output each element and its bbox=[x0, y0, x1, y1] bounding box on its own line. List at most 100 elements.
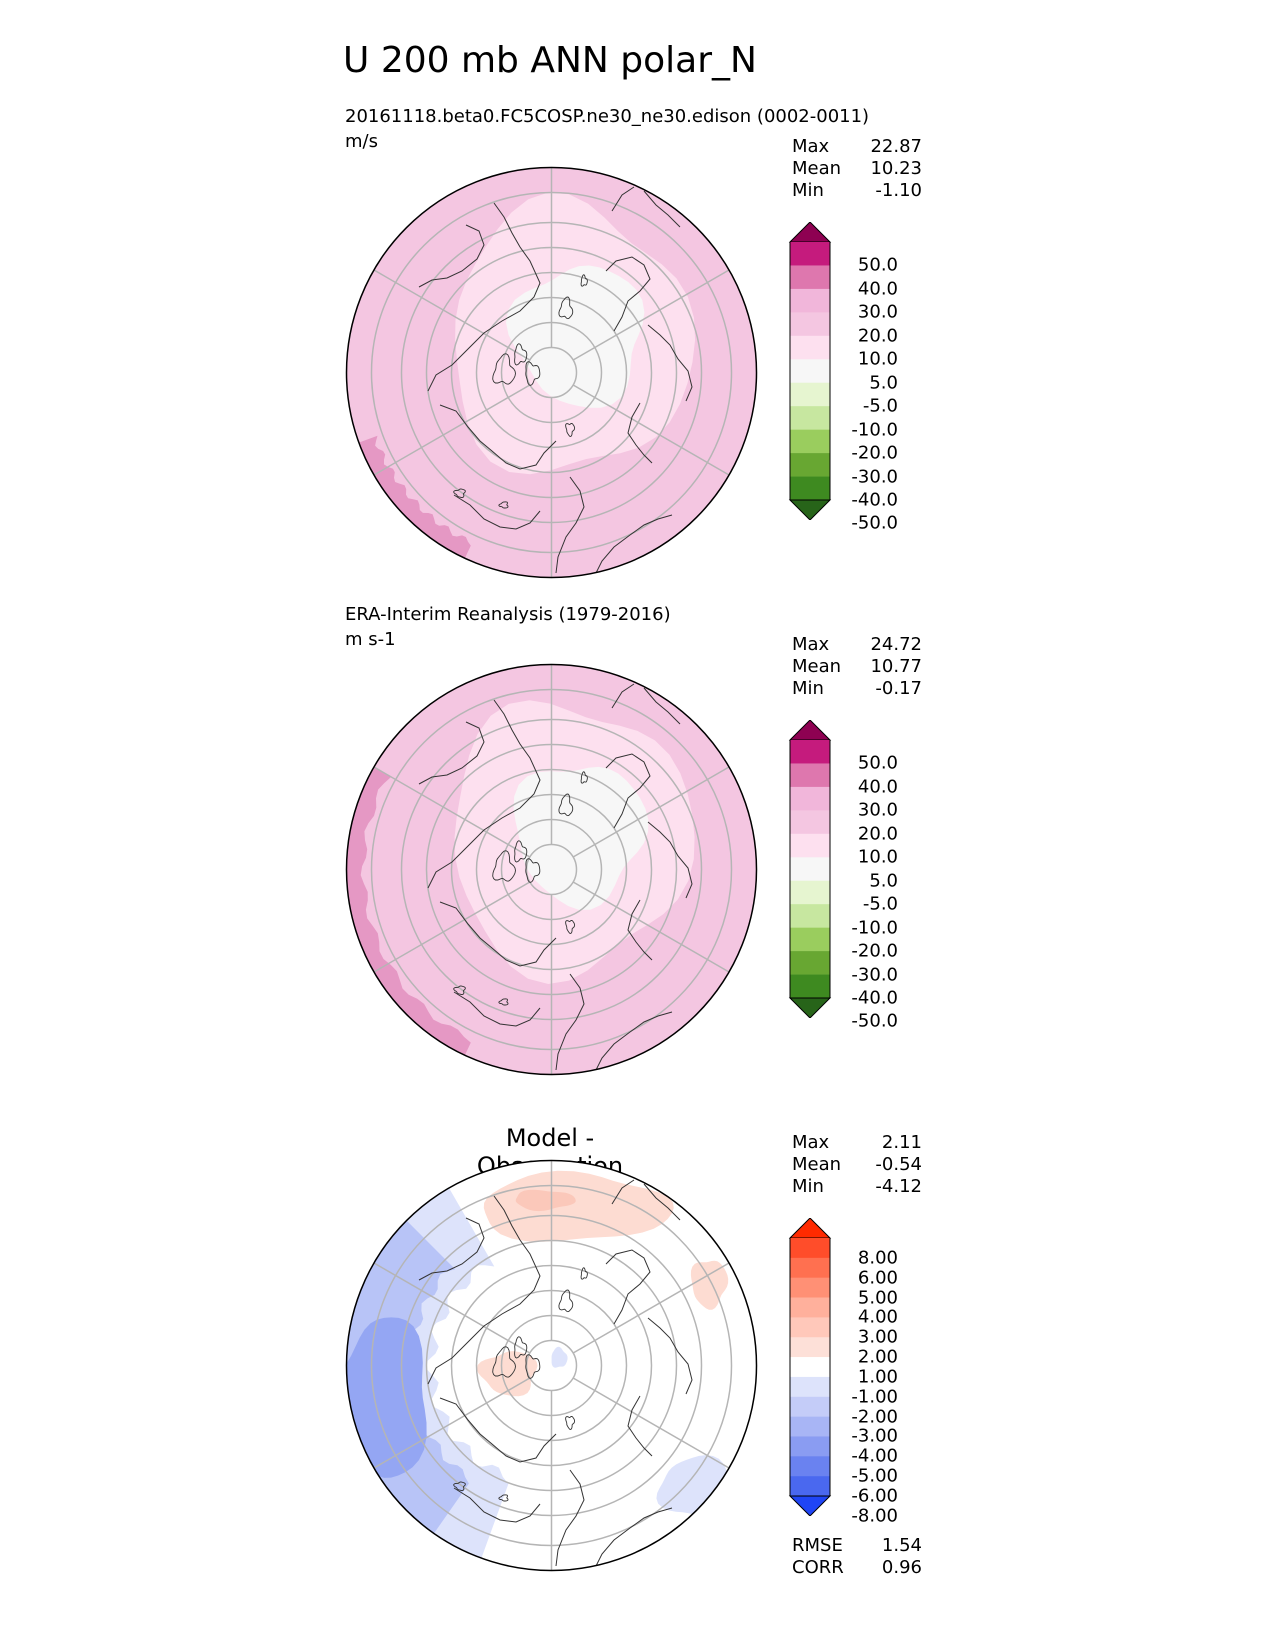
coastline bbox=[453, 1487, 541, 1523]
coastline bbox=[453, 991, 541, 1027]
colorbar-tick-label: -20.0 bbox=[851, 940, 898, 962]
meridian-line bbox=[572, 881, 730, 973]
min-label: Min bbox=[792, 1176, 824, 1197]
corr-label: CORR bbox=[792, 1557, 844, 1578]
island-outline bbox=[498, 501, 509, 509]
island-outline bbox=[514, 840, 528, 863]
figure-title: U 200 mb ANN polar_N bbox=[343, 40, 757, 81]
max-label: Max bbox=[792, 136, 830, 157]
negative-anomaly-region bbox=[551, 1346, 568, 1368]
colorbar-tick-label: -5.00 bbox=[851, 1465, 898, 1487]
positive-anomaly-core bbox=[515, 1189, 576, 1212]
coastline bbox=[605, 1249, 651, 1325]
coastline bbox=[453, 494, 541, 530]
colorbar-segment bbox=[790, 1476, 830, 1497]
panel-2-stats: Max 24.72 Mean 10.77 Min -0.17 bbox=[792, 634, 922, 700]
mean-label: Mean bbox=[792, 158, 842, 179]
colorbar-diff-labels: 8.00 6.00 5.00 4.00 3.00 2.00 1.00 -1.00 -2.00 -3… bbox=[838, 1218, 898, 1526]
colorbar-segment bbox=[790, 242, 830, 266]
island-outline bbox=[565, 1416, 576, 1430]
colorbar-tick-label: -50.0 bbox=[851, 1010, 898, 1032]
coastline bbox=[643, 687, 681, 725]
min-label: Min bbox=[792, 678, 824, 699]
colorbar-segment bbox=[790, 335, 830, 360]
colorbar-tick-label: -40.0 bbox=[851, 987, 898, 1009]
min-value: -1.10 bbox=[875, 180, 922, 201]
colorbar-segment bbox=[790, 1416, 830, 1437]
colorbar-extend-min bbox=[788, 499, 832, 520]
wind-band-low bbox=[513, 766, 649, 910]
colorbar-segment bbox=[790, 453, 830, 477]
island-outline bbox=[565, 423, 576, 437]
latitude-circle bbox=[525, 346, 578, 399]
colorbar-tick-label: 40.0 bbox=[857, 278, 898, 300]
colorbar-extend-max bbox=[788, 720, 832, 741]
wind-band-20-30 bbox=[346, 763, 471, 1065]
colorbar-segment bbox=[790, 359, 830, 384]
meridian-line bbox=[373, 1377, 531, 1469]
colorbar-segment bbox=[790, 1396, 830, 1417]
polar-map-test bbox=[345, 166, 758, 579]
colorbar-segment bbox=[790, 974, 830, 999]
colorbar-segment bbox=[790, 1238, 830, 1259]
colorbar-segment bbox=[790, 1357, 830, 1378]
meridian-line bbox=[572, 766, 730, 858]
colorbar-segment bbox=[790, 1277, 830, 1298]
colorbar-segment bbox=[790, 904, 830, 928]
island-outline bbox=[558, 793, 574, 817]
colorbar-tick-label: 5.0 bbox=[869, 372, 898, 394]
coastline bbox=[611, 1179, 635, 1205]
colorbar-tick-label: -50.0 bbox=[851, 512, 898, 534]
max-value: 22.87 bbox=[870, 136, 922, 157]
island-outline bbox=[525, 1354, 541, 1379]
meridian-line bbox=[572, 269, 730, 361]
coastline bbox=[555, 476, 585, 574]
colorbar-test bbox=[788, 222, 832, 520]
corr-value: 0.96 bbox=[881, 1557, 922, 1578]
island-outline bbox=[492, 353, 516, 385]
colorbar-tick-label: -3.00 bbox=[851, 1425, 898, 1447]
colorbar-tick-label: 8.00 bbox=[857, 1247, 898, 1269]
coastline bbox=[605, 753, 651, 829]
colorbar-segment bbox=[790, 1456, 830, 1477]
island-outline bbox=[558, 1289, 574, 1313]
colorbar-segment bbox=[790, 951, 830, 975]
colorbar-segment bbox=[790, 382, 830, 407]
rmse-label: RMSE bbox=[792, 1535, 843, 1556]
colorbar-tick-label: -30.0 bbox=[851, 466, 898, 488]
island-outline bbox=[525, 858, 541, 883]
colorbar-test-labels: 50.0 40.0 30.0 20.0 10.0 5.0 -5.0 -10.0 -20.0 -30… bbox=[838, 222, 898, 534]
island-outline bbox=[558, 296, 574, 320]
meridian-line bbox=[373, 384, 531, 476]
coastline bbox=[643, 1183, 681, 1221]
island-outline bbox=[498, 1494, 509, 1502]
meridian-line bbox=[373, 269, 531, 361]
coastline bbox=[427, 699, 541, 889]
colorbar-tick-label: -30.0 bbox=[851, 964, 898, 986]
max-value: 24.72 bbox=[870, 634, 922, 655]
panel-2-title: ERA-Interim Reanalysis (1979-2016) bbox=[345, 604, 671, 625]
coastline bbox=[611, 186, 635, 212]
meridian-line bbox=[572, 1377, 730, 1469]
colorbar-tick-label: -5.0 bbox=[862, 893, 898, 915]
coastline bbox=[593, 1011, 673, 1075]
colorbar-tick-label: -6.00 bbox=[851, 1485, 898, 1507]
coastline bbox=[555, 1469, 585, 1567]
meridian-line bbox=[373, 766, 531, 858]
coastline bbox=[627, 402, 653, 464]
coastline bbox=[593, 1507, 673, 1571]
colorbar-extend-min bbox=[788, 997, 832, 1018]
meridian-line bbox=[373, 881, 531, 973]
colorbar-tick-label: -10.0 bbox=[851, 419, 898, 441]
coastline bbox=[418, 721, 485, 785]
island-outline bbox=[580, 274, 588, 287]
coastline bbox=[643, 190, 681, 228]
island-outline bbox=[580, 771, 588, 784]
colorbar-diff bbox=[788, 1218, 832, 1516]
colorbar-tick-label: 30.0 bbox=[857, 301, 898, 323]
colorbar-ref bbox=[788, 720, 832, 1018]
island-outline bbox=[453, 985, 466, 995]
meridian-line bbox=[373, 1262, 531, 1354]
colorbar-tick-label: 6.00 bbox=[857, 1267, 898, 1289]
colorbar-tick-label: 50.0 bbox=[857, 254, 898, 276]
